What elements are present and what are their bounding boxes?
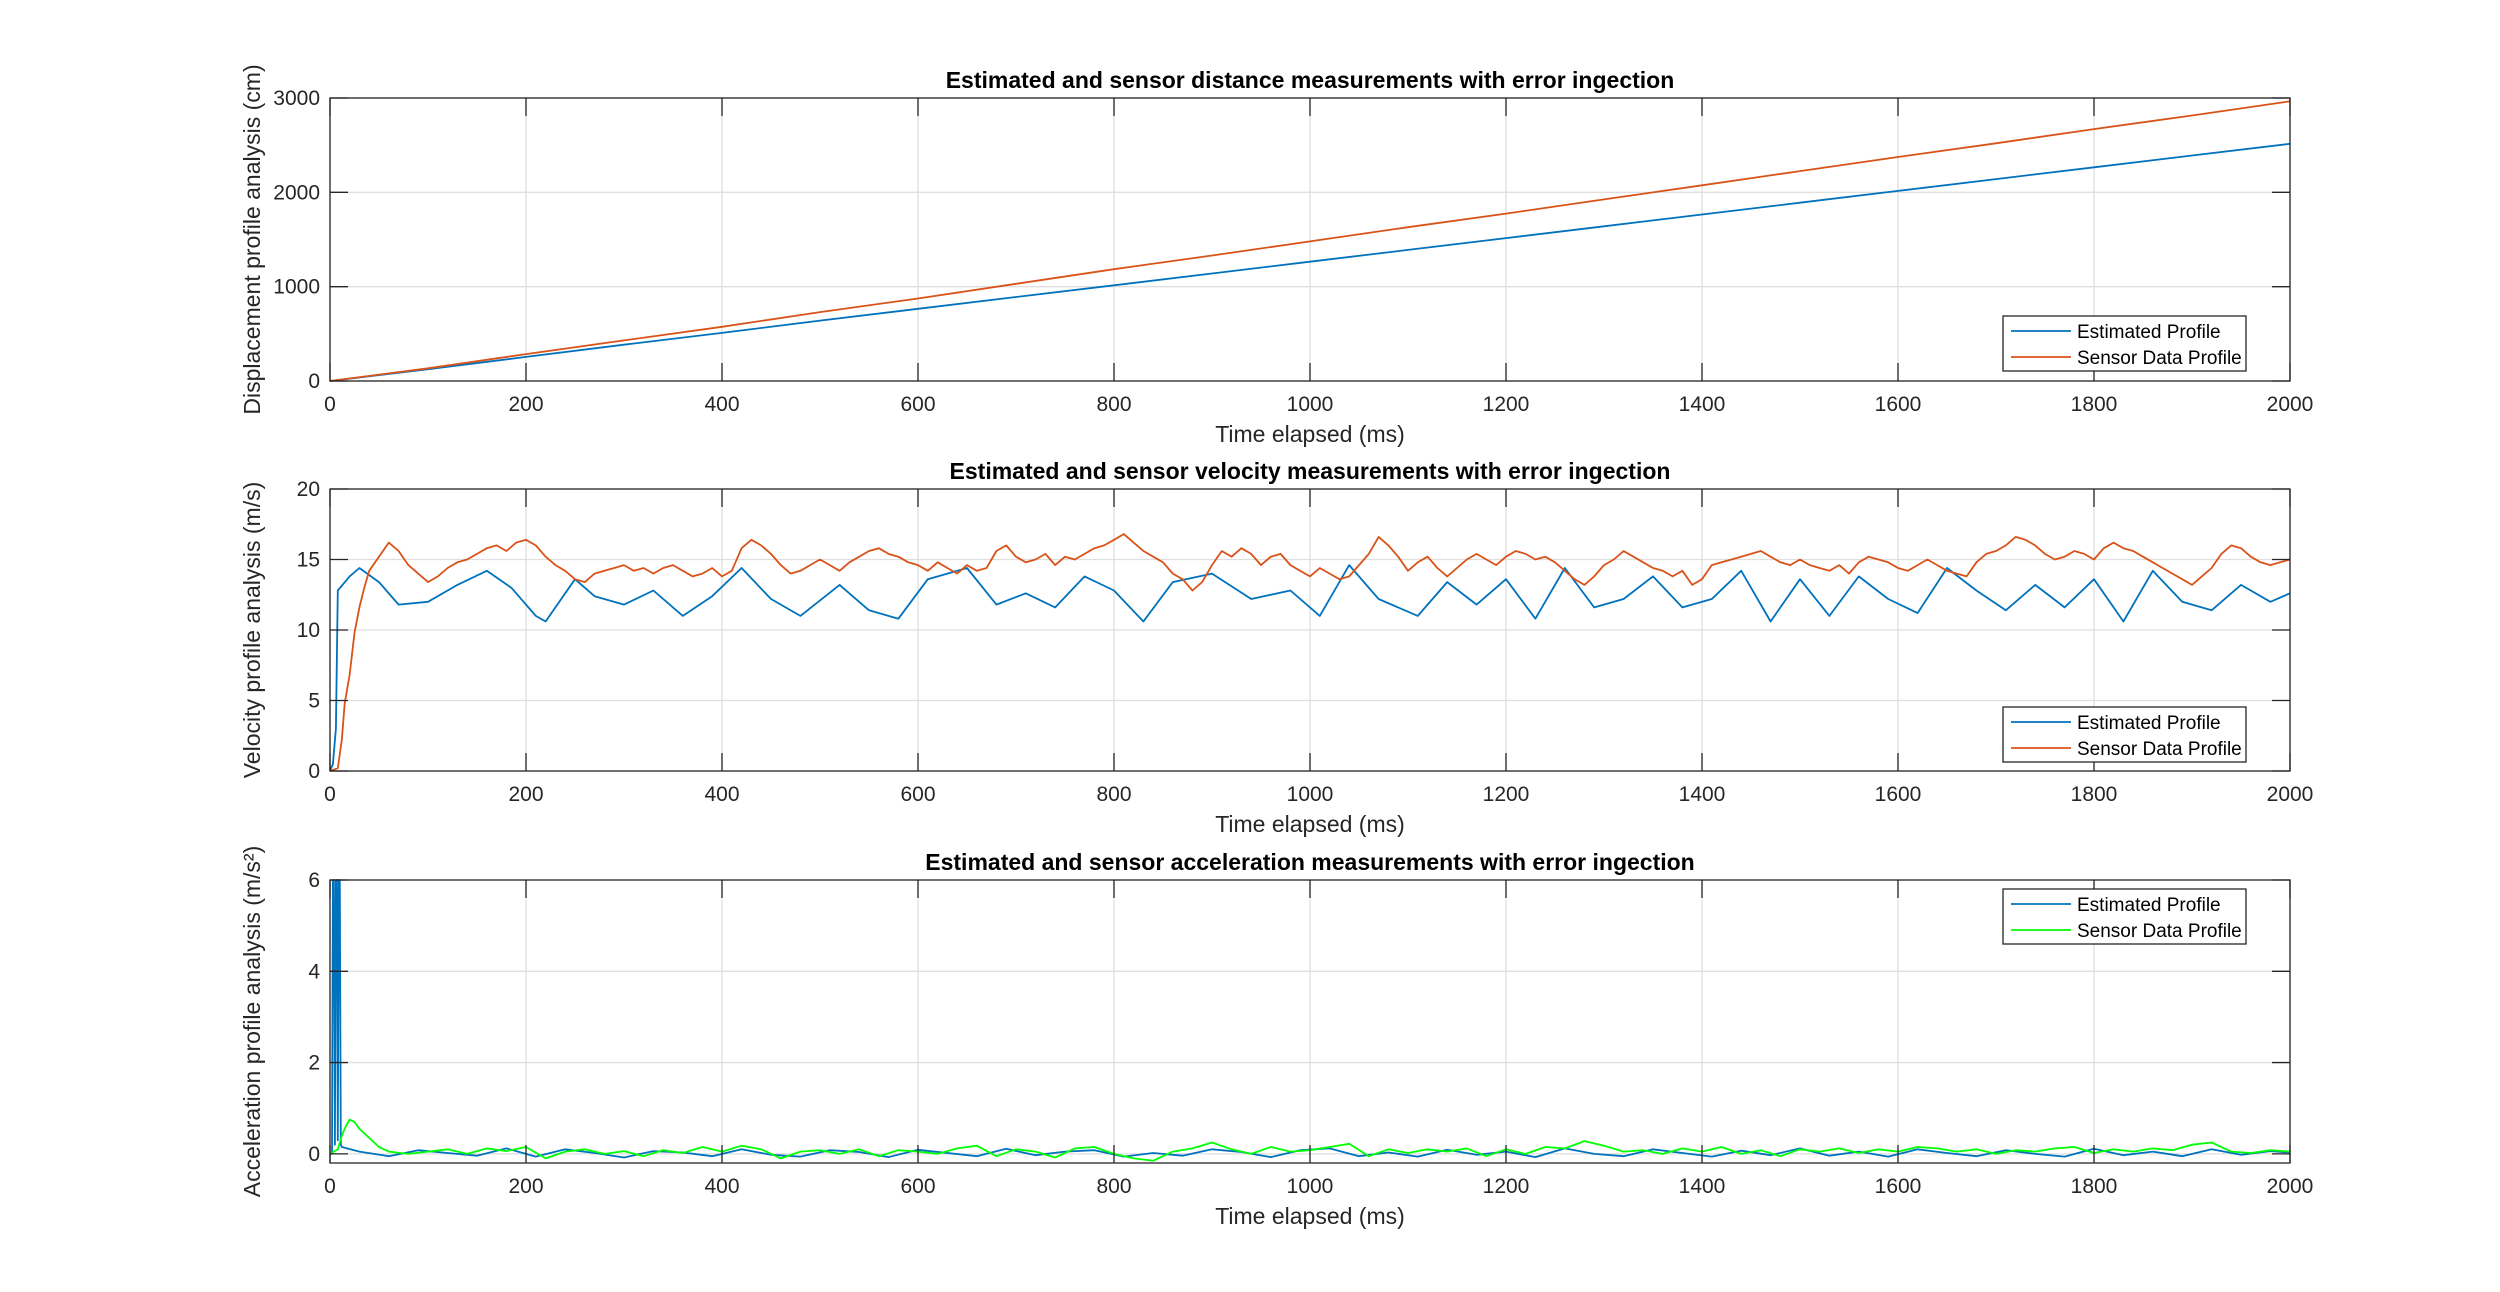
acceleration-x-axis-label: Time elapsed (ms) — [1215, 1203, 1405, 1229]
x-tick-label: 1000 — [1287, 783, 1334, 806]
legend-entry-label: Sensor Data Profile — [2077, 348, 2242, 369]
displacement-legend: Estimated Profile Sensor Data Profile — [2002, 315, 2247, 372]
acceleration-series-sensor — [329, 1118, 2291, 1162]
velocity-plot: 0 200 400 600 800 1000 1200 1400 1600 1800 2000 0 5 1… — [239, 458, 2313, 837]
x-tick-label: 400 — [704, 1175, 739, 1198]
legend-entry-label: Estimated Profile — [2077, 322, 2221, 343]
x-tick-label: 1000 — [1287, 1175, 1334, 1198]
x-tick-label: 1600 — [1875, 1175, 1922, 1198]
y-tick-label: 2000 — [273, 181, 320, 204]
displacement-series-sensor — [329, 100, 2291, 382]
x-tick-label: 600 — [900, 1175, 935, 1198]
legend-box — [2002, 888, 2247, 945]
x-tick-label: 600 — [900, 393, 935, 416]
legend-box — [2002, 315, 2247, 372]
velocity-title: Estimated and sensor velocity measuremen… — [950, 458, 1671, 484]
displacement-y-axis-label: Displacement profile analysis (cm) — [239, 64, 265, 414]
legend-entry-label: Sensor Data Profile — [2077, 739, 2242, 760]
y-tick-label: 5 — [308, 690, 320, 713]
y-tick-label: 4 — [308, 960, 320, 983]
x-tick-label: 0 — [324, 393, 336, 416]
x-tick-label: 0 — [324, 783, 336, 806]
x-tick-label: 600 — [900, 783, 935, 806]
displacement-x-axis-label: Time elapsed (ms) — [1215, 421, 1405, 447]
x-tick-label: 1200 — [1483, 783, 1530, 806]
x-tick-label: 800 — [1096, 1175, 1131, 1198]
x-tick-label: 2000 — [2267, 393, 2314, 416]
velocity-y-axis-label: Velocity profile analysis (m/s) — [239, 482, 265, 779]
x-tick-label: 400 — [704, 393, 739, 416]
y-tick-label: 6 — [308, 869, 320, 892]
x-tick-label: 200 — [508, 393, 543, 416]
velocity-legend: Estimated Profile Sensor Data Profile — [2002, 706, 2247, 763]
x-tick-label: 1000 — [1287, 393, 1334, 416]
x-tick-label: 200 — [508, 1175, 543, 1198]
acceleration-plot: 0 200 400 600 800 1000 1200 1400 1600 1800 2000 0 2 4… — [239, 846, 2313, 1229]
x-tick-label: 1200 — [1483, 1175, 1530, 1198]
x-tick-label: 1600 — [1875, 393, 1922, 416]
displacement-title: Estimated and sensor distance measuremen… — [946, 67, 1675, 93]
x-tick-label: 1400 — [1679, 1175, 1726, 1198]
y-tick-label: 10 — [297, 619, 320, 642]
x-tick-label: 200 — [508, 783, 543, 806]
velocity-x-axis-label: Time elapsed (ms) — [1215, 811, 1405, 837]
x-tick-label: 2000 — [2267, 783, 2314, 806]
x-tick-label: 1800 — [2071, 1175, 2118, 1198]
acceleration-legend: Estimated Profile Sensor Data Profile — [2002, 888, 2247, 945]
velocity-series-sensor — [329, 533, 2291, 772]
y-tick-label: 0 — [308, 760, 320, 783]
y-tick-label: 0 — [308, 370, 320, 393]
displacement-series-estimated — [329, 142, 2291, 382]
y-tick-label: 1000 — [273, 276, 320, 299]
legend-entry-label: Estimated Profile — [2077, 713, 2221, 734]
x-tick-label: 1200 — [1483, 393, 1530, 416]
acceleration-series-estimated — [330, 879, 2291, 1159]
legend-box — [2002, 706, 2247, 763]
x-tick-label: 400 — [704, 783, 739, 806]
x-tick-label: 1800 — [2071, 393, 2118, 416]
y-tick-label: 20 — [297, 478, 320, 501]
x-tick-label: 800 — [1096, 783, 1131, 806]
x-tick-label: 1400 — [1679, 393, 1726, 416]
y-tick-label: 3000 — [273, 87, 320, 110]
y-tick-label: 2 — [308, 1052, 320, 1075]
x-tick-label: 1600 — [1875, 783, 1922, 806]
x-tick-label: 2000 — [2267, 1175, 2314, 1198]
legend-entry-label: Estimated Profile — [2077, 895, 2221, 916]
acceleration-title: Estimated and sensor acceleration measur… — [925, 849, 1694, 875]
x-tick-label: 800 — [1096, 393, 1131, 416]
legend-entry-label: Sensor Data Profile — [2077, 921, 2242, 942]
x-tick-label: 1400 — [1679, 783, 1726, 806]
x-tick-label: 1800 — [2071, 783, 2118, 806]
displacement-plot: 0 200 400 600 800 1000 1200 1400 1600 1800 2000 0 10… — [239, 64, 2313, 447]
acceleration-y-axis-label: Acceleration profile analysis (m/s²) — [239, 846, 265, 1198]
y-tick-label: 15 — [297, 549, 320, 572]
y-tick-label: 0 — [308, 1143, 320, 1166]
x-tick-label: 0 — [324, 1175, 336, 1198]
